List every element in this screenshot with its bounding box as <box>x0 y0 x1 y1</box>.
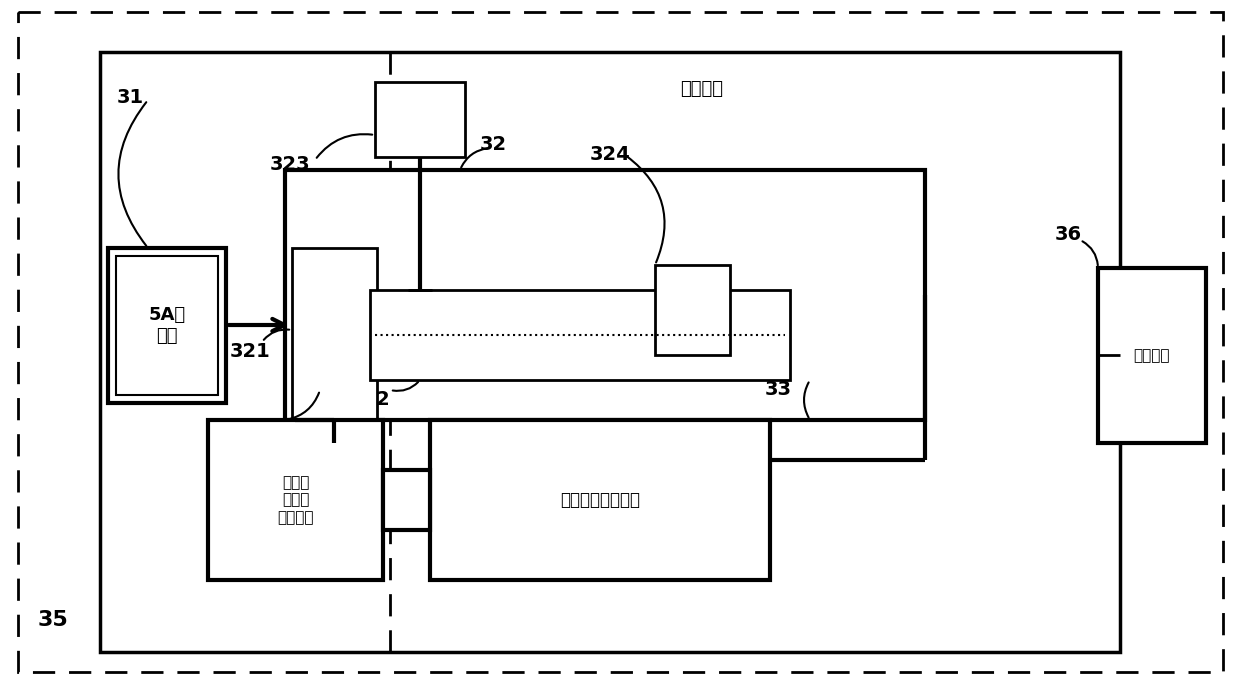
Bar <box>430 420 770 580</box>
Bar <box>291 248 377 443</box>
Bar <box>655 265 730 355</box>
Text: 33: 33 <box>765 380 792 399</box>
Bar <box>117 256 218 395</box>
Bar <box>100 52 1120 652</box>
Text: 控制装置: 控制装置 <box>1133 348 1171 363</box>
Text: 真空装置: 真空装置 <box>680 80 723 98</box>
Text: 34: 34 <box>320 372 347 391</box>
Bar <box>285 170 925 420</box>
Bar <box>374 82 465 157</box>
Bar <box>1097 268 1207 443</box>
Text: 321: 321 <box>229 342 270 361</box>
Text: 5A分
子筛: 5A分 子筛 <box>149 306 186 345</box>
Text: 324: 324 <box>590 145 631 164</box>
Bar <box>370 290 790 380</box>
Bar <box>383 470 430 530</box>
Bar <box>208 420 383 580</box>
Text: 36: 36 <box>1055 225 1083 244</box>
Text: 323: 323 <box>270 155 311 174</box>
Text: 32: 32 <box>480 135 507 154</box>
Text: 322: 322 <box>350 390 391 409</box>
Text: 35: 35 <box>38 610 68 630</box>
Text: 惰性气
体收集
测重装置: 惰性气 体收集 测重装置 <box>278 475 314 525</box>
Bar <box>108 248 226 403</box>
Text: 气相色谱分离装置: 气相色谱分离装置 <box>560 491 640 509</box>
Text: 31: 31 <box>117 88 144 107</box>
